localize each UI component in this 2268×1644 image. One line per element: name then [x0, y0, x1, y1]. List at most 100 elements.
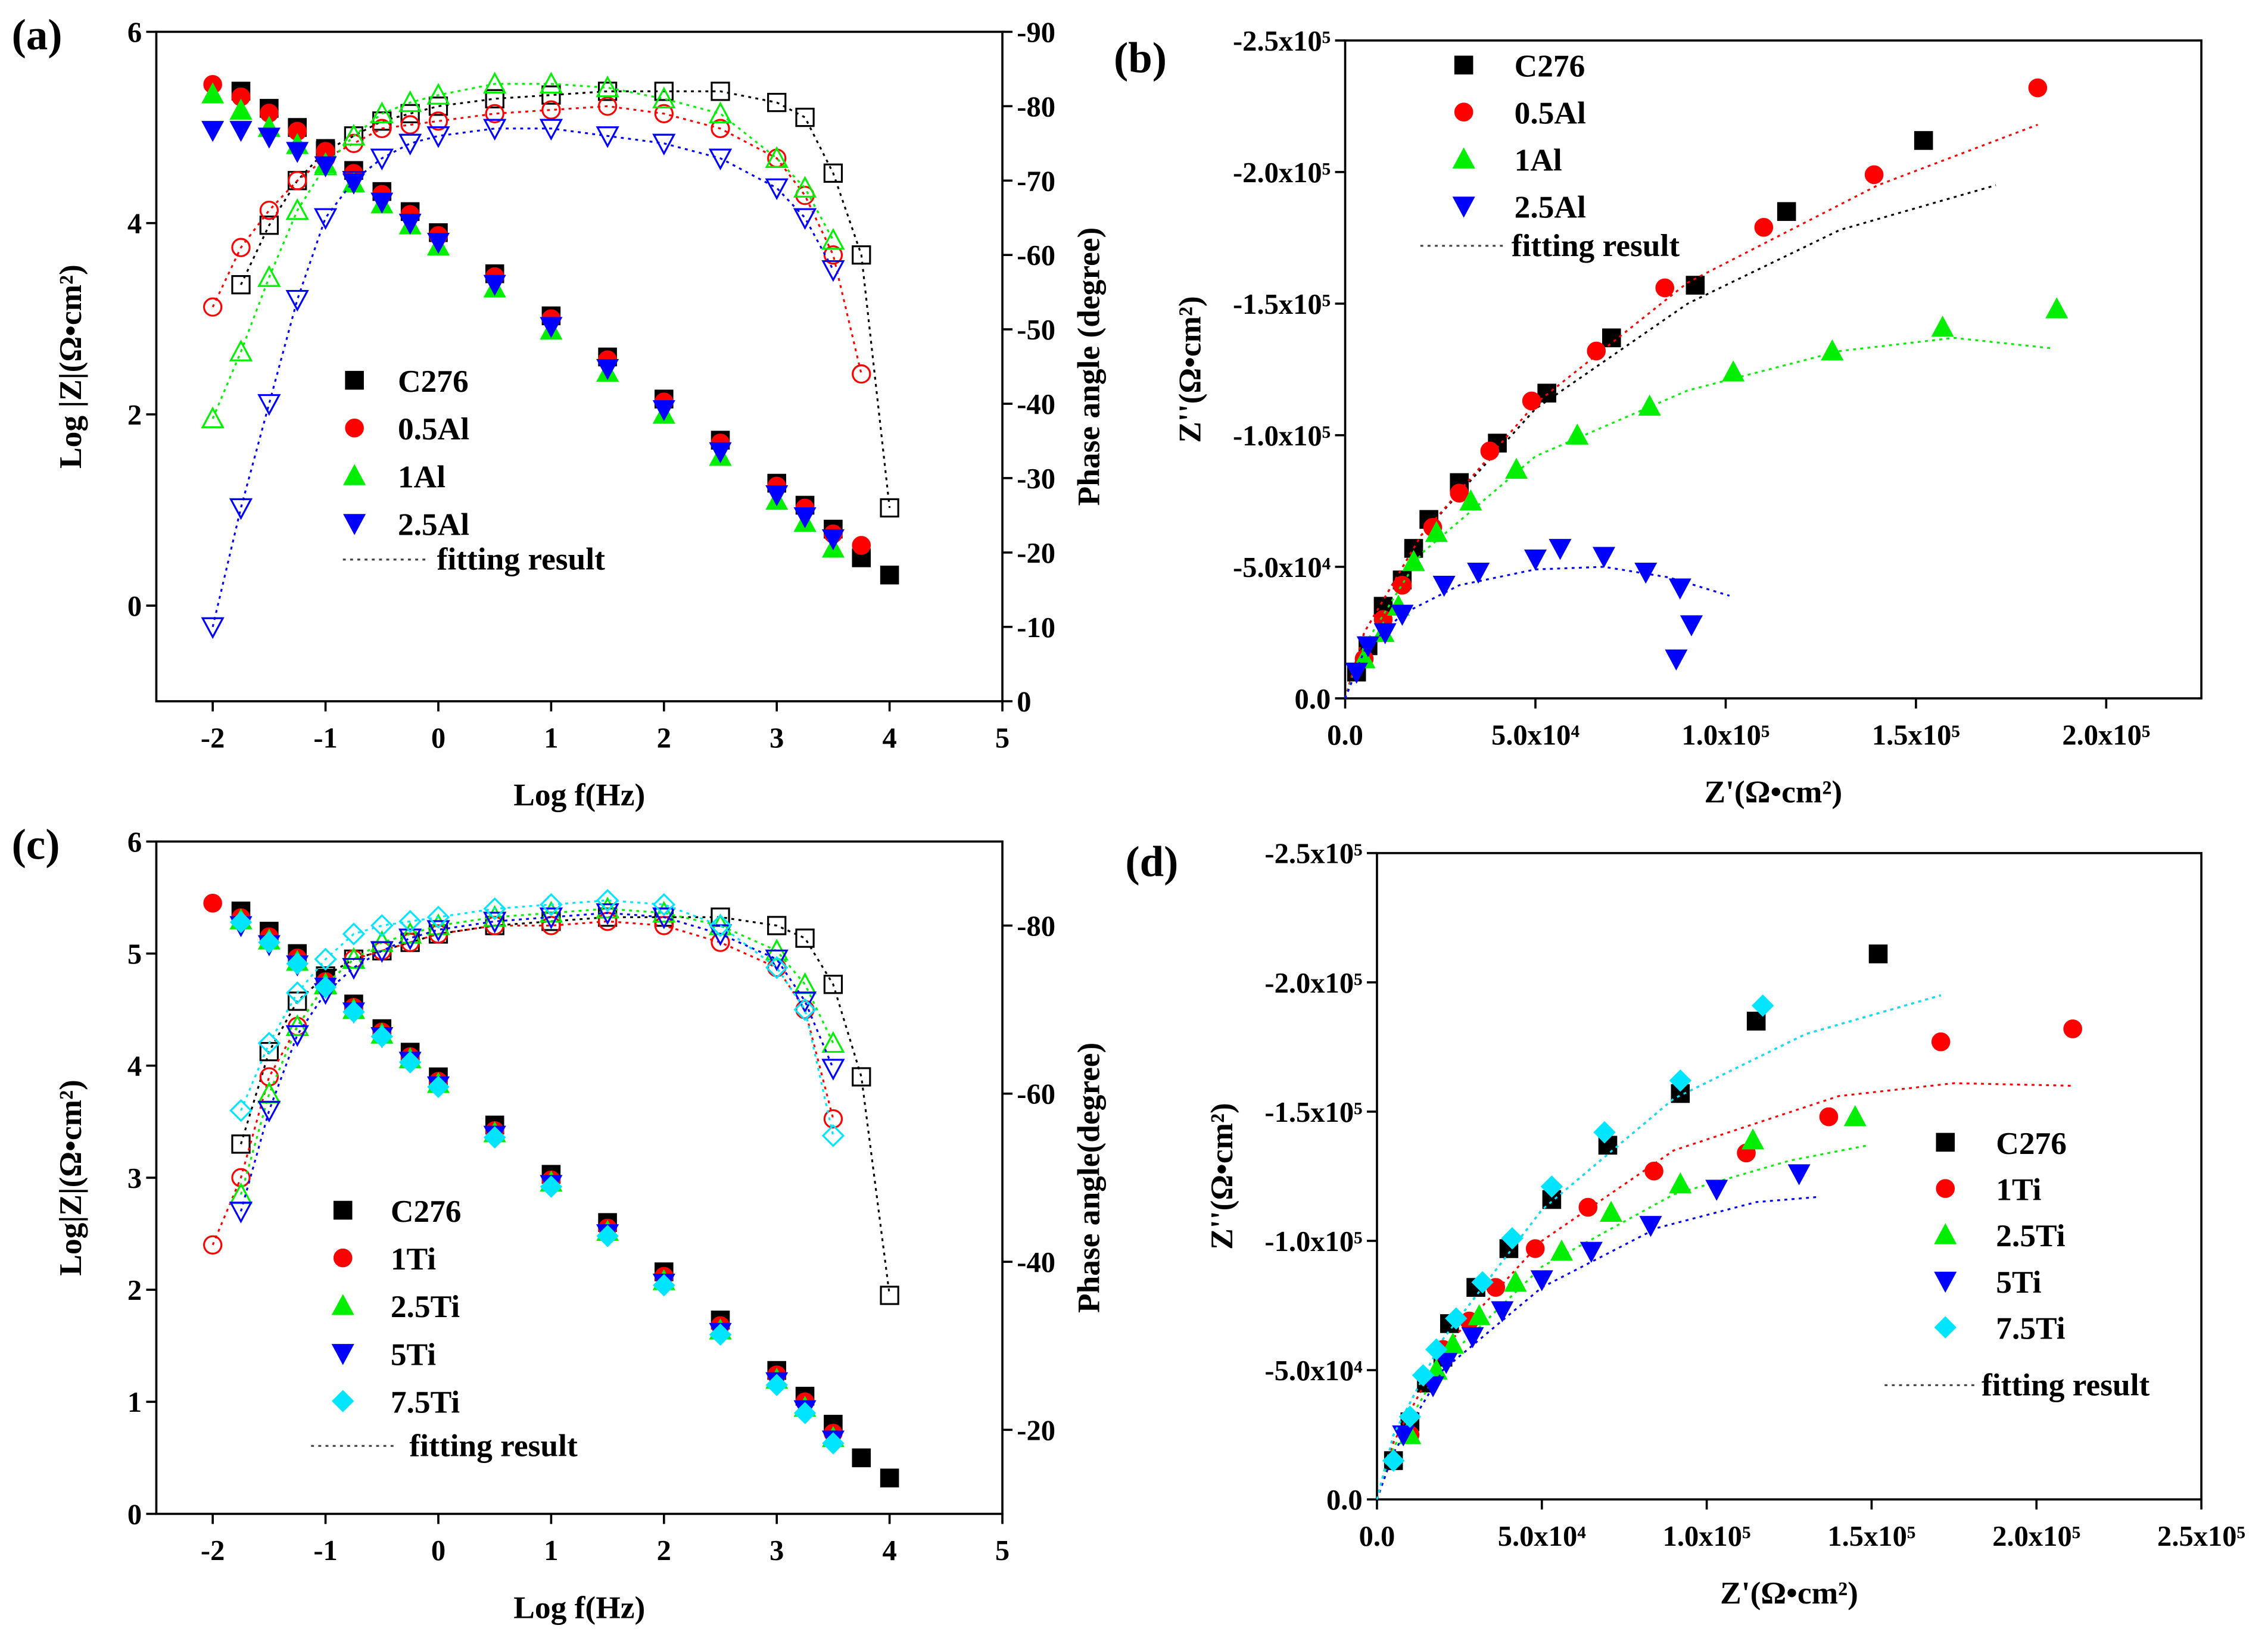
phase-point	[709, 914, 732, 937]
phase-point	[398, 922, 422, 944]
legend-fit-label: fitting result	[1982, 1367, 2150, 1402]
x-tick-label: 1.0x10⁵	[1663, 1520, 1751, 1552]
legend-label: C276	[398, 363, 469, 399]
fit-line	[211, 127, 834, 628]
panel-label: (d)	[1125, 838, 1178, 886]
y-axis-label: Log|Z|(Ω•cm²)	[52, 1080, 88, 1275]
nyquist-point	[1593, 1121, 1616, 1144]
phase-point	[821, 227, 845, 250]
nyquist-point	[1705, 1180, 1728, 1201]
x-tick-label: -1	[313, 1534, 337, 1567]
legend-marker	[333, 1200, 353, 1220]
series-7.5Ti	[1376, 994, 1942, 1500]
fit-line	[240, 916, 891, 1296]
series-7.5Ti	[229, 888, 845, 1455]
phase-point	[426, 126, 450, 148]
phase-point	[795, 1000, 815, 1019]
phase-point	[288, 171, 307, 191]
logz-point	[793, 507, 817, 529]
y-tick-label: 2	[127, 399, 142, 431]
phase-point	[654, 82, 674, 101]
x-tick-label: 2.5x10⁵	[2157, 1520, 2245, 1552]
logz-point	[201, 121, 225, 142]
series-1Ti	[1376, 1019, 2082, 1500]
y-tick-label: 3	[127, 1162, 142, 1194]
nyquist-point	[1425, 520, 1448, 542]
legend-marker	[1452, 196, 1475, 218]
x-tick-label: 0.0	[1327, 719, 1363, 751]
legend-fit-label: fitting result	[1512, 227, 1680, 263]
legend-marker	[343, 514, 366, 535]
phase-point	[426, 913, 450, 935]
y-axis-label: Z''(Ω•cm²)	[1172, 296, 1208, 443]
phase-point	[257, 265, 281, 287]
fit-line	[1376, 1196, 1819, 1500]
legend-marker	[1934, 1223, 1957, 1244]
y-tick-label: 6	[127, 16, 142, 48]
x-axis-label: Z'(Ω•cm²)	[1704, 774, 1842, 810]
legend-label: 7.5Ti	[391, 1384, 460, 1420]
nyquist-point	[1373, 623, 1397, 644]
logz-point	[483, 274, 506, 297]
series-2.5Al	[1344, 539, 1730, 699]
x-axis-label: Z'(Ω•cm²)	[1720, 1575, 1858, 1611]
nyquist-point	[1592, 547, 1616, 568]
x-axis-label: Log f(Hz)	[513, 1589, 645, 1625]
phase-point	[793, 998, 817, 1021]
nyquist-point	[1471, 1271, 1494, 1294]
phase-point	[541, 100, 561, 120]
panel-c-bode-ti: (c) -2 -1 0 1 2 3 4 5 0 1 2 3 4 5 6 -20 -40 -60 -80 Log f(Hz…	[12, 820, 1107, 1625]
logz-point	[342, 1000, 365, 1024]
fit-line	[1344, 123, 2038, 699]
phase-point	[370, 914, 394, 937]
nyquist-point	[1777, 202, 1796, 222]
legend-label: 1Ti	[1996, 1172, 2041, 1208]
nyquist-point	[1931, 316, 1954, 337]
phase-point	[485, 104, 504, 123]
y2-tick-label: -70	[1017, 165, 1055, 197]
fit-line	[239, 912, 834, 1212]
fit-line	[239, 907, 834, 1195]
y2-axis-label: Phase angle(degree)	[1071, 1043, 1107, 1313]
logz-point	[229, 98, 253, 120]
logz-point	[258, 931, 281, 954]
nyquist-point	[1864, 165, 1884, 185]
nyquist-point	[1392, 576, 1412, 595]
phase-point	[257, 394, 281, 416]
x-tick-label: 2	[657, 1534, 671, 1567]
logz-point	[370, 1025, 393, 1048]
nyquist-point	[2063, 1019, 2082, 1038]
nyquist-point	[1480, 441, 1500, 461]
phase-point	[398, 928, 422, 950]
logz-point	[342, 173, 365, 195]
phase-point	[708, 148, 733, 171]
phase-point	[285, 289, 309, 312]
legend-label: 2.5Ti	[391, 1289, 460, 1324]
phase-point	[708, 101, 733, 123]
phase-point	[765, 949, 789, 972]
phase-point	[203, 1235, 223, 1255]
phase-point	[596, 903, 619, 925]
nyquist-point	[1600, 1200, 1623, 1222]
legend-fit-label: fitting result	[437, 541, 606, 577]
phase-point	[229, 498, 253, 520]
fit-line	[240, 90, 891, 509]
phase-point	[370, 101, 394, 123]
phase-point	[257, 1031, 281, 1055]
x-tick-label: 1.5x10⁵	[1827, 1520, 1915, 1552]
y-axis-label: Z''(Ω•cm²)	[1204, 1103, 1239, 1250]
x-tick-label: 2.0x10⁵	[2062, 719, 2150, 751]
y-tick-label: 0	[127, 590, 142, 622]
phase-point	[793, 991, 817, 1013]
legend-marker	[331, 1390, 354, 1412]
nyquist-point	[1634, 562, 1658, 584]
phase-point	[597, 82, 618, 101]
x-tick-label: 1.0x10⁵	[1681, 719, 1769, 751]
series-C276	[1344, 131, 1996, 699]
logz-point	[852, 1448, 871, 1468]
nyquist-point	[1819, 1107, 1839, 1127]
nyquist-point	[1382, 1449, 1405, 1472]
y2-tick-label: -40	[1017, 1246, 1055, 1278]
nyquist-point	[1843, 1105, 1867, 1127]
nyquist-point	[1540, 1175, 1563, 1198]
